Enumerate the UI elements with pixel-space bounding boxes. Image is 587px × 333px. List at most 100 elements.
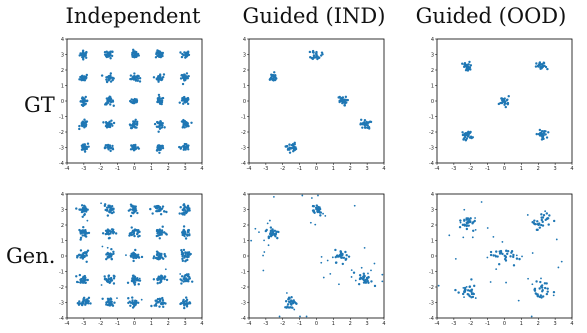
scatter-point bbox=[180, 74, 183, 77]
scatter-point bbox=[535, 280, 538, 283]
scatter-point bbox=[104, 232, 108, 236]
y-tick-label: 3 bbox=[61, 52, 64, 58]
scatter-point bbox=[545, 292, 549, 296]
scatter-point bbox=[82, 52, 86, 55]
x-tick-label: 4 bbox=[382, 321, 385, 327]
scatter-point bbox=[463, 290, 466, 294]
scatter-point bbox=[132, 143, 135, 147]
scatter-point bbox=[473, 284, 476, 288]
scatter-point bbox=[100, 74, 104, 77]
scatter-point bbox=[79, 75, 82, 79]
x-tick-label: 4 bbox=[570, 166, 573, 172]
scatter-point-outlier bbox=[320, 261, 323, 264]
scatter-point bbox=[114, 232, 118, 235]
scatter-point bbox=[185, 299, 188, 303]
y-tick-label: -3 bbox=[241, 145, 246, 151]
scatter-point bbox=[536, 64, 540, 68]
scatter-point bbox=[107, 146, 110, 149]
scatter-point bbox=[159, 147, 162, 151]
scatter-point bbox=[107, 233, 111, 236]
scatter-point bbox=[133, 77, 136, 81]
x-tick-label: -3 bbox=[81, 321, 86, 327]
y-tick-label: 2 bbox=[61, 223, 64, 229]
scatter-point-outlier bbox=[317, 194, 319, 197]
scatter-point-outlier bbox=[322, 276, 325, 279]
scatter-point bbox=[185, 144, 189, 148]
scatter-point bbox=[108, 254, 111, 257]
scatter-point bbox=[538, 295, 542, 299]
scatter-point-outlier bbox=[262, 269, 265, 272]
scatter-point bbox=[461, 292, 465, 296]
scatter-point bbox=[181, 82, 185, 86]
scatter-point bbox=[319, 214, 322, 217]
scatter-point bbox=[85, 73, 89, 77]
scatter-point bbox=[84, 276, 87, 279]
scatter-point bbox=[367, 126, 371, 129]
scatter-point bbox=[183, 126, 186, 129]
scatter-point bbox=[105, 102, 108, 105]
scatter-point bbox=[108, 229, 111, 232]
scatter-point-outlier bbox=[278, 315, 281, 318]
scatter-point bbox=[151, 212, 154, 215]
scatter-point bbox=[364, 122, 368, 125]
scatter-point-outlier bbox=[310, 197, 313, 199]
scatter-point bbox=[81, 96, 84, 99]
scatter-point-outlier bbox=[338, 283, 340, 286]
scatter-point-outlier bbox=[272, 196, 275, 198]
scatter-point bbox=[317, 206, 321, 210]
scatter-point bbox=[352, 271, 356, 274]
scatter-point bbox=[467, 224, 470, 227]
scatter-point bbox=[86, 142, 90, 145]
scatter-point bbox=[132, 254, 135, 257]
scatter-point bbox=[288, 297, 291, 300]
scatter-point bbox=[180, 55, 184, 59]
scatter-point-outlier bbox=[322, 212, 324, 215]
scatter-point-outlier bbox=[437, 284, 440, 287]
x-tick-label: -2 bbox=[280, 321, 285, 327]
scatter-point bbox=[466, 69, 470, 72]
scatter-point bbox=[152, 278, 156, 281]
scatter-point bbox=[80, 124, 84, 127]
scatter-point bbox=[82, 298, 86, 302]
scatter-point bbox=[461, 133, 465, 137]
x-tick-label: 0 bbox=[503, 166, 506, 172]
scatter-point-outlier bbox=[354, 279, 357, 282]
scatter-point bbox=[134, 209, 137, 213]
scatter-point bbox=[344, 258, 347, 261]
scatter-point-outlier bbox=[324, 215, 327, 217]
scatter-point bbox=[80, 210, 84, 214]
scatter-point bbox=[103, 146, 107, 150]
scatter-point bbox=[81, 276, 85, 280]
scatter-point bbox=[103, 275, 106, 278]
scatter-point bbox=[111, 144, 114, 148]
scatter-point bbox=[105, 280, 109, 283]
scatter-point bbox=[132, 305, 136, 308]
scatter-point bbox=[106, 99, 109, 103]
scatter-point bbox=[133, 120, 137, 123]
scatter-point bbox=[183, 119, 187, 123]
scatter-point bbox=[161, 96, 165, 100]
scatter-point bbox=[547, 131, 550, 134]
scatter-point bbox=[271, 228, 274, 232]
scatter-point bbox=[181, 259, 185, 263]
scatter-point bbox=[545, 282, 548, 285]
scatter-point bbox=[312, 55, 316, 59]
scatter-point bbox=[163, 254, 167, 258]
scatter-point bbox=[286, 303, 290, 306]
scatter-point bbox=[81, 234, 84, 237]
scatter-point bbox=[81, 281, 84, 284]
x-tick-label: 4 bbox=[200, 321, 203, 327]
scatter-point bbox=[157, 121, 160, 124]
scatter-point bbox=[469, 135, 473, 138]
scatter-point-outlier bbox=[370, 269, 372, 272]
scatter-point bbox=[538, 226, 542, 229]
scatter-point bbox=[540, 138, 544, 141]
scatter-point bbox=[129, 232, 132, 235]
y-tick-label: -1 bbox=[429, 269, 434, 275]
scatter-point bbox=[264, 229, 268, 233]
scatter-point bbox=[78, 300, 81, 303]
scatter-point bbox=[136, 277, 139, 280]
scatter-point bbox=[312, 51, 315, 54]
scatter-point bbox=[467, 67, 471, 70]
scatter-point bbox=[159, 78, 162, 81]
